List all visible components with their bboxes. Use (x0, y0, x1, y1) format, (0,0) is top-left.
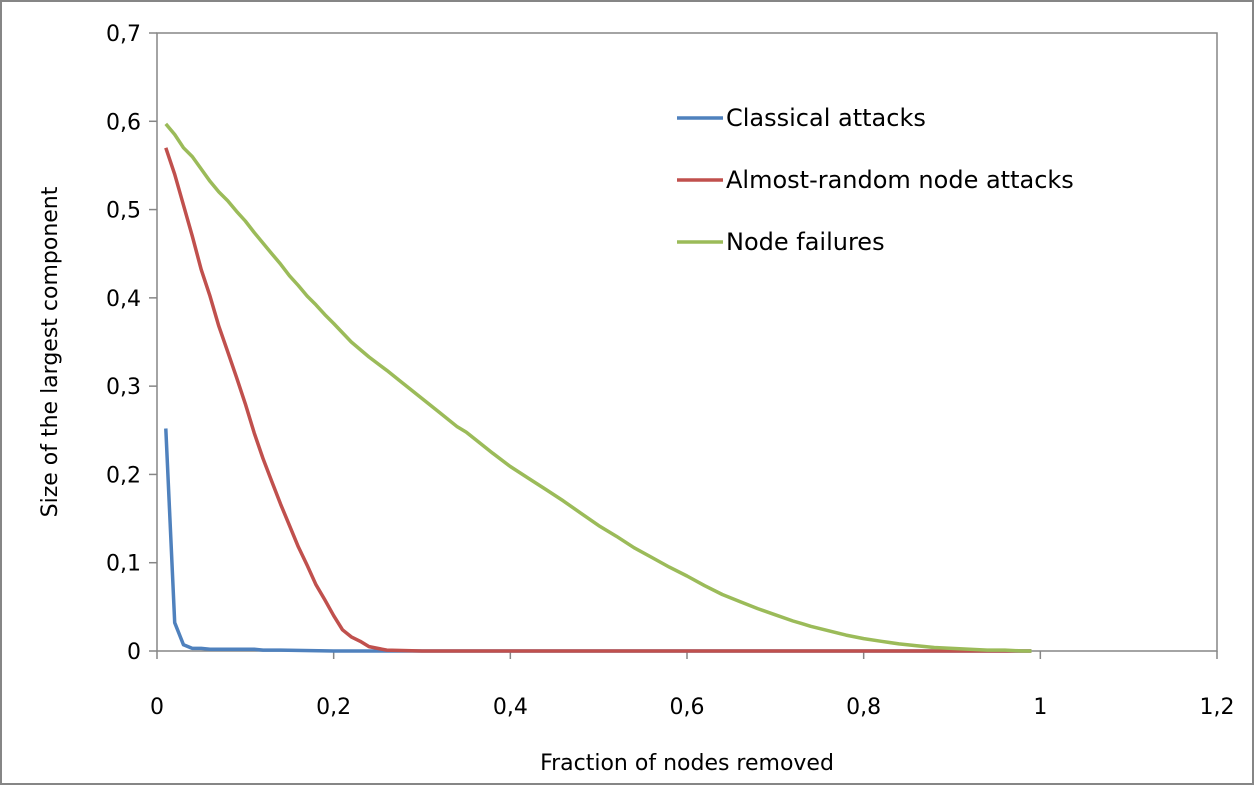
x-tick-label: 1 (1033, 695, 1047, 720)
y-axis-title: Size of the largest component (38, 186, 63, 517)
x-tick-label: 0 (150, 695, 164, 720)
y-tick-label: 0,1 (106, 552, 141, 577)
legend-label-node-failures: Node failures (726, 228, 885, 256)
axes: 0 0,1 0,2 0,3 0,4 0,5 0,6 0,7 0 0,2 0,4 0,6 0,8 1 1,2 (106, 22, 1235, 720)
y-tick-label: 0,2 (106, 463, 141, 488)
x-tick-label: 0,2 (316, 695, 351, 720)
x-axis-title: Fraction of nodes removed (540, 751, 834, 776)
x-tick-label: 0,4 (493, 695, 528, 720)
x-tick-label: 0,6 (670, 695, 705, 720)
series-line-node-failures (164, 122, 1032, 653)
y-tick-label: 0,6 (106, 110, 141, 135)
legend-label-classical-attacks: Classical attacks (726, 104, 926, 132)
y-tick-label: 0,5 (106, 199, 141, 224)
legend-label-almost-random-node-attacks: Almost-random node attacks (726, 166, 1074, 194)
y-tick-label: 0,3 (106, 375, 141, 400)
x-tick-label: 0,8 (846, 695, 881, 720)
y-tick-label: 0,4 (106, 287, 141, 312)
series-line-almost-random-node-attacks (164, 147, 1032, 653)
y-tick-label: 0,7 (106, 22, 141, 47)
series-layer (164, 122, 1032, 653)
x-tick-label: 1,2 (1200, 695, 1235, 720)
legend: Classical attacks Almost-random node atta… (677, 104, 1074, 256)
y-tick-label: 0 (127, 640, 141, 665)
